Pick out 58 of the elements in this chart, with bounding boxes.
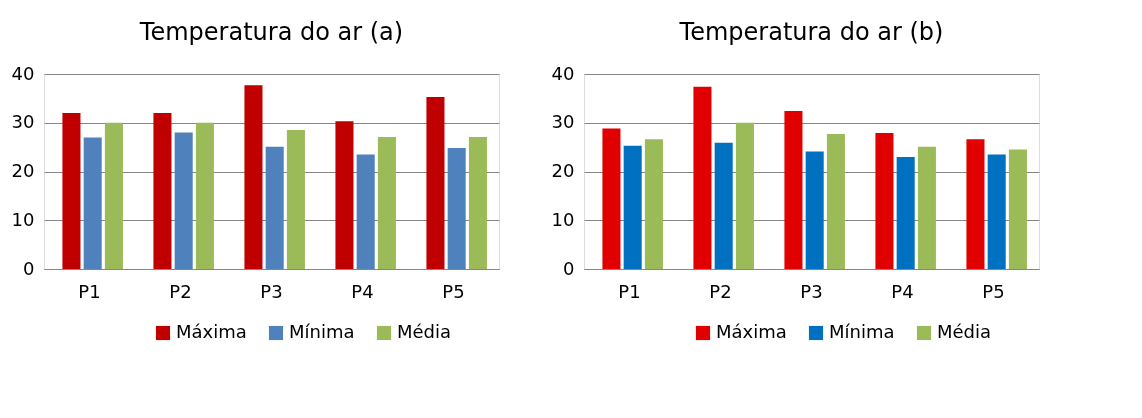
y-tick-label: 10 xyxy=(11,208,35,230)
y-tick-label: 30 xyxy=(11,111,35,133)
legend-label: Máxima xyxy=(716,321,787,342)
bar xyxy=(468,136,487,269)
bar xyxy=(286,130,305,269)
bar xyxy=(377,136,396,269)
bar xyxy=(195,122,214,269)
bar xyxy=(987,154,1006,269)
bar xyxy=(917,146,936,269)
y-tick-label: 0 xyxy=(23,257,35,279)
bar xyxy=(623,145,642,269)
bar xyxy=(335,121,354,269)
bar xyxy=(896,156,915,269)
legend-label: Mínima xyxy=(289,321,355,342)
bar xyxy=(174,132,193,269)
y-tick-label: 20 xyxy=(551,160,575,181)
bar xyxy=(714,142,733,269)
x-tick-label: P4 xyxy=(351,280,374,302)
y-tick-label: 40 xyxy=(551,62,575,84)
x-tick-label: P2 xyxy=(169,280,192,302)
y-tick-label: 0 xyxy=(563,257,575,279)
x-tick-label: P1 xyxy=(78,280,101,302)
x-tick-label: P4 xyxy=(891,280,914,302)
bar xyxy=(244,85,263,269)
y-tick-label: 10 xyxy=(551,208,575,230)
bar xyxy=(1008,149,1027,269)
bar xyxy=(62,113,81,269)
x-tick-label: P2 xyxy=(709,280,732,302)
x-tick-label: P5 xyxy=(442,280,465,302)
bar xyxy=(104,122,123,269)
y-tick-label: 30 xyxy=(551,111,575,133)
y-tick-label: 20 xyxy=(11,160,35,181)
bar xyxy=(153,113,172,269)
bar xyxy=(602,128,621,269)
bar xyxy=(447,148,466,269)
legend-label: Máxima xyxy=(176,321,247,342)
legend-label: Média xyxy=(397,321,452,342)
bar xyxy=(83,137,102,269)
bar xyxy=(735,122,754,269)
bar xyxy=(966,139,985,269)
bar xyxy=(784,111,803,269)
legend-label: Mínima xyxy=(829,321,895,342)
bar xyxy=(693,86,712,269)
bar xyxy=(875,132,894,269)
bar xyxy=(426,96,445,269)
bar xyxy=(265,146,284,269)
bar xyxy=(356,154,375,269)
x-tick-label: P3 xyxy=(800,280,823,302)
bar xyxy=(805,151,824,269)
chart-title: Temperatura do ar (b) xyxy=(678,18,944,46)
bar xyxy=(644,139,663,269)
chart-title: Temperatura do ar (a) xyxy=(138,18,404,46)
legend-label: Média xyxy=(937,321,992,342)
x-tick-label: P1 xyxy=(618,280,641,302)
x-tick-label: P3 xyxy=(260,280,283,302)
bar xyxy=(826,133,845,269)
y-tick-label: 40 xyxy=(11,62,35,84)
x-tick-label: P5 xyxy=(982,280,1005,302)
